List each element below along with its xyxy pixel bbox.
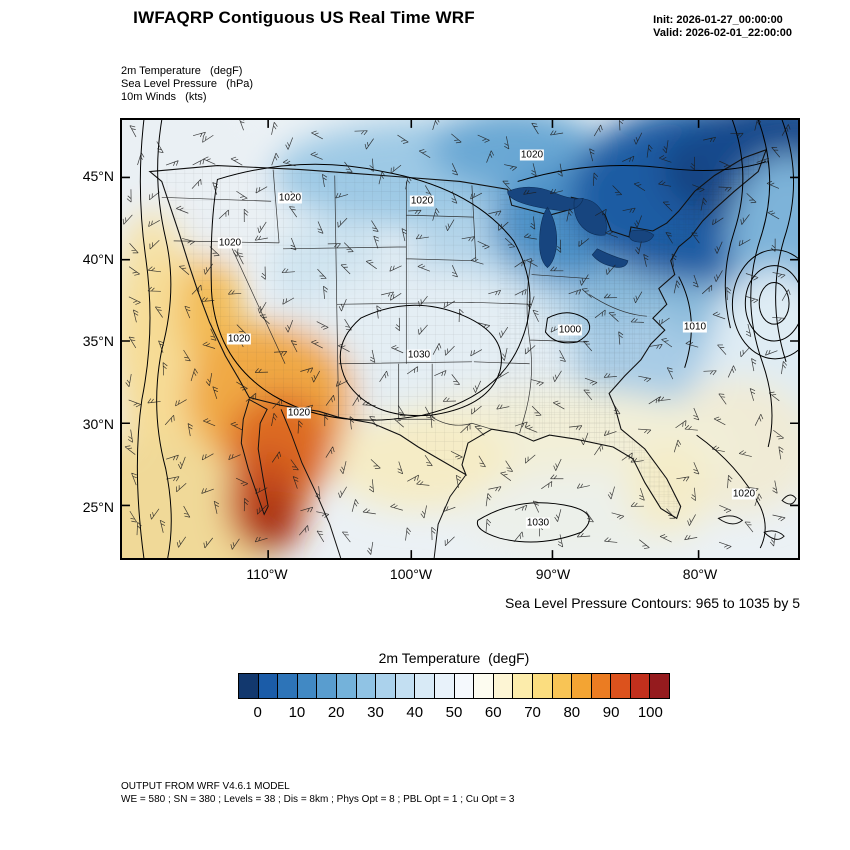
lon-label-80w: 80°W	[682, 566, 718, 582]
contour-label: 1030	[525, 517, 551, 529]
lat-label-45n: 45°N	[82, 168, 114, 184]
colorbar-tick-label: 0	[253, 704, 262, 721]
contour-label: 1030	[406, 349, 432, 361]
contour-label: 1020	[226, 333, 252, 345]
mexico-coastlines	[240, 398, 797, 558]
lat-label-40n: 40°N	[82, 251, 114, 267]
contour-label: 1010	[682, 321, 708, 333]
field-temperature-label: 2m Temperature (degF)	[121, 65, 243, 77]
lon-label-90w: 90°W	[535, 566, 571, 582]
footer-config-line: WE = 580 ; SN = 380 ; Levels = 38 ; Dis …	[121, 794, 515, 805]
wind-barbs	[122, 120, 791, 555]
colorbar-cell	[296, 674, 317, 698]
colorbar-tick-label: 90	[602, 704, 620, 721]
footer-block: OUTPUT FROM WRF V4.6.1 MODEL WE = 580 ; …	[121, 780, 514, 806]
contour-label: 1020	[217, 237, 243, 249]
lat-label-25n: 25°N	[82, 499, 114, 515]
colorbar-tick-label: 10	[288, 704, 306, 721]
map-canvas	[122, 120, 798, 558]
lat-label-35n: 35°N	[82, 333, 114, 349]
slp-contours-note: Sea Level Pressure Contours: 965 to 1035…	[505, 595, 800, 611]
colorbar-cell	[473, 674, 493, 698]
valid-time: Valid: 2026-02-01_22:00:00	[653, 27, 792, 39]
colorbar-cell	[239, 674, 258, 698]
frame-ticks	[122, 120, 798, 558]
contour-label: 1020	[519, 149, 545, 161]
colorbar-cell	[512, 674, 532, 698]
colorbar-title: 2m Temperature (degF)	[378, 650, 530, 666]
colorbar-cell	[610, 674, 630, 698]
great-lakes	[507, 186, 655, 269]
colorbar-cell	[375, 674, 395, 698]
colorbar-tick-label: 20	[327, 704, 345, 721]
lon-label-100w: 100°W	[389, 566, 433, 582]
field-winds-label: 10m Winds (kts)	[121, 91, 207, 103]
colorbar-cell	[571, 674, 591, 698]
init-time: Init: 2026-01-27_00:00:00	[653, 14, 783, 26]
colorbar	[238, 673, 670, 699]
colorbar-cell	[492, 674, 513, 698]
colorbar-cell	[629, 674, 650, 698]
colorbar-cell	[277, 674, 297, 698]
contour-label: 1000	[557, 324, 583, 336]
lon-label-110w: 110°W	[246, 566, 288, 582]
lat-label-30n: 30°N	[82, 416, 114, 432]
colorbar-tick-label: 50	[445, 704, 463, 721]
contour-label: 1020	[409, 195, 435, 207]
colorbar-cell	[355, 674, 376, 698]
colorbar-cell	[453, 674, 474, 698]
state-boundaries	[161, 169, 647, 434]
plot-title: IWFAQRP Contiguous US Real Time WRF	[133, 8, 475, 27]
colorbar-tick-label: 100	[637, 704, 663, 721]
colorbar-cell	[531, 674, 552, 698]
field-labels: 2m Temperature (degF) Sea Level Pressure…	[121, 65, 253, 104]
colorbar-cell	[649, 674, 670, 698]
contour-label: 1020	[731, 488, 757, 500]
contour-label: 1020	[277, 192, 303, 204]
colorbar-tick-label: 70	[524, 704, 541, 721]
colorbar-tick-label: 40	[406, 704, 424, 721]
colorbar-cell	[394, 674, 415, 698]
init-valid-block: Init: 2026-01-27_00:00:00 Valid: 2026-02…	[653, 14, 792, 40]
colorbar-tick-label: 80	[563, 704, 581, 721]
colorbar-cell	[590, 674, 611, 698]
contour-label: 1020	[286, 407, 312, 419]
colorbar-tick-label: 60	[484, 704, 502, 721]
colorbar-tick-label: 30	[367, 704, 384, 721]
colorbar-ticks: 0 10 20 30 40 50 60 70 80 90 100	[238, 704, 670, 724]
colorbar-cell	[316, 674, 336, 698]
colorbar-cell	[257, 674, 278, 698]
colorbar-cell	[433, 674, 454, 698]
footer-model-line: OUTPUT FROM WRF V4.6.1 MODEL	[121, 781, 290, 792]
field-pressure-label: Sea Level Pressure (hPa)	[121, 78, 254, 90]
map-panel: 1020 1020 1020 1020 1020 1020 1030 1030 …	[120, 118, 800, 560]
colorbar-cell	[551, 674, 572, 698]
colorbar-cell	[414, 674, 434, 698]
colorbar-cell	[335, 674, 356, 698]
